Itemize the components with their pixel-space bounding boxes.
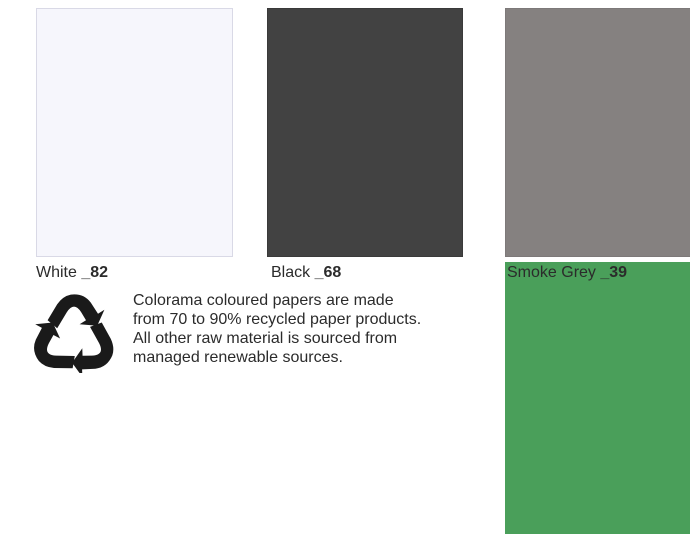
note-line: All other raw material is sourced from — [133, 330, 398, 347]
swatch-white — [36, 8, 233, 257]
swatch-name: Black — [271, 264, 311, 281]
swatch-label-black: Black _68 — [271, 263, 341, 283]
note-line: from 70 to 90% recycled paper products. — [133, 311, 422, 328]
swatch-label-smoke-grey: Smoke Grey _39 — [507, 263, 627, 283]
recycle-icon — [34, 294, 114, 373]
note-line: Colorama coloured papers are made — [133, 292, 394, 309]
swatch-name: White — [36, 264, 77, 281]
swatch-label-white: White _82 — [36, 263, 108, 283]
swatch-code: _39 — [600, 264, 628, 281]
swatch-code: _82 — [81, 264, 109, 281]
swatch-name: Smoke Grey — [507, 264, 596, 281]
swatch-smoke-grey — [505, 8, 690, 257]
note-line: managed renewable sources. — [133, 349, 343, 366]
recycled-paper-note: Colorama coloured papers are made from 7… — [133, 291, 463, 367]
swatch-code: _68 — [314, 264, 342, 281]
swatch-green — [505, 262, 690, 534]
swatch-black — [267, 8, 463, 257]
